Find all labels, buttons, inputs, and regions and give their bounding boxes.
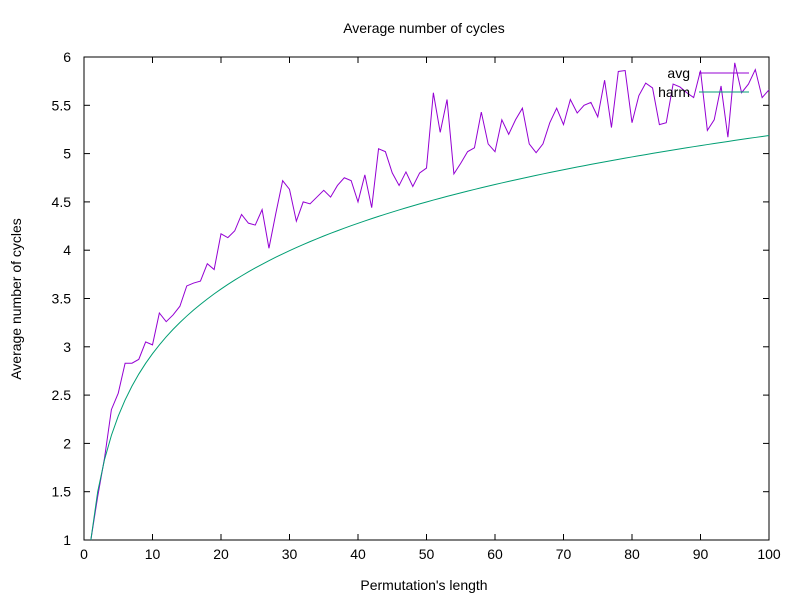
series-line-harm [90,135,770,541]
series-line-avg [90,62,770,541]
y-tick-label: 3 [63,339,71,355]
chart-title: Average number of cycles [343,20,505,36]
y-tick-label: 5.5 [52,97,72,113]
y-tick-label: 6 [63,49,71,65]
series-layer [90,62,770,541]
y-tick-label: 4 [63,242,71,258]
x-tick-label: 30 [282,546,298,562]
y-tick-label: 1 [63,532,71,548]
y-tick-label: 3.5 [52,291,72,307]
legend: avg harm [658,65,749,100]
x-tick-label: 40 [350,546,366,562]
y-tick-label: 1.5 [52,484,72,500]
y-tick-label: 4.5 [52,194,72,210]
y-tick-label: 5 [63,146,71,162]
x-axis-label: Permutation's length [360,577,487,593]
y-tick-label: 2.5 [52,387,72,403]
x-tick-label: 80 [624,546,640,562]
x-tick-label: 20 [213,546,229,562]
axis-ticks: 0 10 20 30 40 50 60 70 80 90 100 1 1.5 2 2.5 3 3.5 4 4.5 5 5… [52,49,781,562]
plot-frame [83,56,770,541]
x-tick-label: 10 [145,546,161,562]
y-tick-label: 2 [63,435,71,451]
x-tick-label: 90 [693,546,709,562]
x-tick-label: 60 [487,546,503,562]
x-tick-label: 100 [757,546,781,562]
y-axis-label: Average number of cycles [8,218,24,380]
x-tick-label: 0 [80,546,88,562]
x-tick-label: 70 [556,546,572,562]
legend-label-harm: harm [658,84,690,100]
legend-label-avg: avg [667,65,690,81]
x-tick-label: 50 [419,546,435,562]
